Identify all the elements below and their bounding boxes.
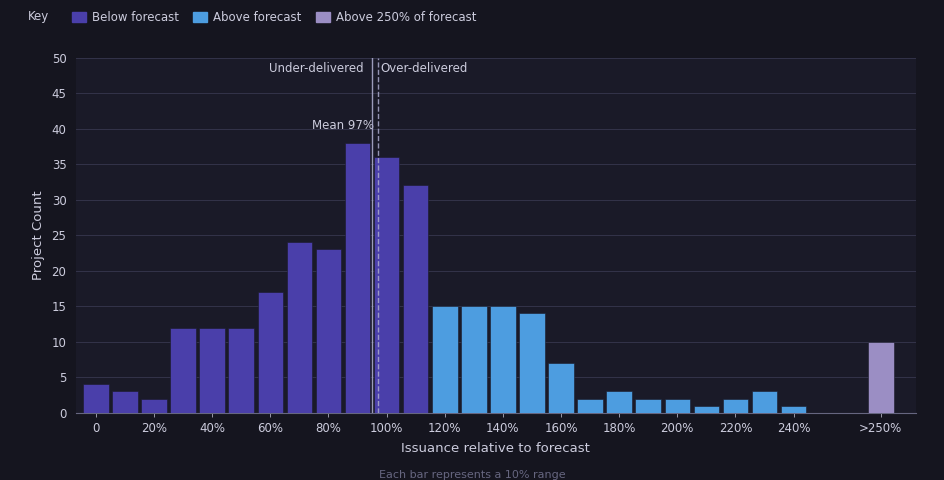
Text: Mean 97%: Mean 97% [312,119,374,132]
Bar [170,327,195,413]
Bar [83,384,109,413]
Y-axis label: Project Count: Project Count [32,191,44,280]
Bar [345,143,370,413]
Legend: Below forecast, Above forecast, Above 250% of forecast: Below forecast, Above forecast, Above 25… [72,11,477,24]
Bar [578,398,603,413]
Bar [781,406,806,413]
Text: Each bar represents a 10% range: Each bar represents a 10% range [379,469,565,480]
Bar [665,398,690,413]
Bar [461,306,486,413]
Bar [490,306,515,413]
Bar [374,157,399,413]
Bar [635,398,661,413]
Bar [258,292,283,413]
Bar [751,392,777,413]
Bar [199,327,225,413]
Text: Under-delivered: Under-delivered [269,62,363,75]
Bar [723,398,749,413]
Bar [606,392,632,413]
Bar [142,398,167,413]
Bar [432,306,458,413]
X-axis label: Issuance relative to forecast: Issuance relative to forecast [401,442,590,455]
Bar [694,406,719,413]
Bar [287,242,312,413]
Bar [315,250,341,413]
Bar [519,313,545,413]
Bar [548,363,574,413]
Text: Over-delivered: Over-delivered [380,62,468,75]
Bar [228,327,254,413]
Bar [403,185,429,413]
Text: Key: Key [28,10,50,24]
Bar [868,342,894,413]
Bar [112,392,138,413]
